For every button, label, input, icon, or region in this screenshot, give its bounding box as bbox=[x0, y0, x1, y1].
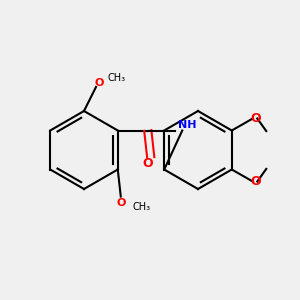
Text: CH₃: CH₃ bbox=[108, 73, 126, 83]
Text: CH₃: CH₃ bbox=[133, 202, 151, 212]
Text: O: O bbox=[116, 197, 125, 208]
Text: O: O bbox=[94, 77, 104, 88]
Text: O: O bbox=[250, 175, 261, 188]
Text: O: O bbox=[250, 112, 261, 125]
Text: NH: NH bbox=[178, 119, 196, 130]
Text: O: O bbox=[142, 157, 153, 170]
